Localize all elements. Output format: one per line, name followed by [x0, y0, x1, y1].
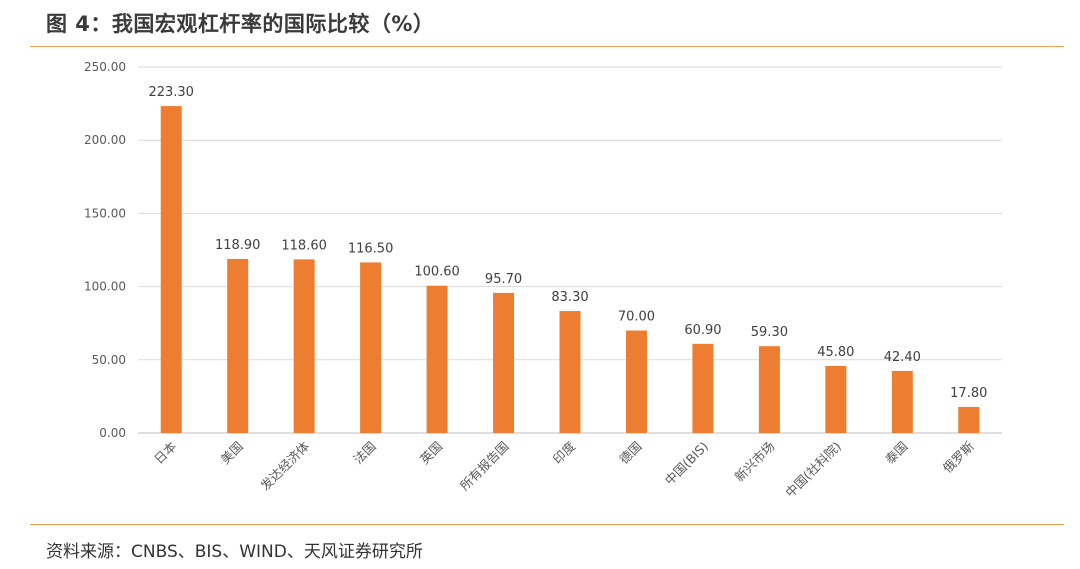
source-note: 资料来源：CNBS、BIS、WIND、天风证券研究所 [46, 542, 423, 562]
data-label: 42.40 [884, 350, 921, 365]
data-label: 95.70 [485, 272, 522, 287]
data-label: 59.30 [751, 325, 788, 340]
x-tick-label: 德国 [616, 439, 644, 467]
bar [825, 365, 847, 433]
bar [559, 311, 581, 433]
data-label: 118.90 [215, 238, 261, 253]
bar [625, 330, 647, 433]
data-label: 17.80 [950, 386, 987, 401]
x-tick-label: 中国(社科院) [782, 439, 844, 501]
x-tick-label: 日本 [151, 438, 180, 467]
bar [426, 285, 448, 433]
bar [958, 406, 980, 433]
bar [493, 292, 515, 433]
x-tick-label: 法国 [350, 439, 378, 467]
bar [692, 343, 714, 433]
footer-divider [30, 524, 1064, 525]
y-tick-label: 200.00 [84, 133, 126, 147]
bar [891, 370, 913, 433]
x-tick-label: 所有报告国 [457, 439, 512, 494]
x-tick-label: 发达经济体 [257, 438, 312, 493]
header-divider [30, 46, 1064, 47]
bar-chart: 0.00 50.00 100.00 150.00 200.00 250.00 223.30 日… [84, 60, 1002, 501]
y-tick-label: 0.00 [99, 426, 126, 440]
data-label: 60.90 [684, 323, 721, 338]
y-tick-label: 50.00 [92, 353, 126, 367]
x-tick-label: 印度 [550, 438, 579, 467]
x-tick-label: 新兴市场 [732, 439, 778, 485]
x-tick-label: 美国 [218, 439, 246, 467]
bar [360, 262, 382, 433]
y-tick-label: 100.00 [84, 280, 126, 294]
data-label: 223.30 [148, 85, 194, 100]
data-label: 70.00 [618, 310, 655, 325]
x-tick-label: 英国 [417, 439, 445, 467]
bar [758, 346, 780, 433]
x-tick-label: 俄罗斯 [940, 439, 977, 476]
y-tick-label: 250.00 [84, 60, 126, 74]
chart-title: 图 4：我国宏观杠杆率的国际比较（%） [46, 12, 435, 36]
y-tick-label: 150.00 [84, 206, 126, 220]
data-label: 83.30 [551, 290, 588, 305]
data-label: 100.60 [414, 265, 460, 280]
bar [160, 106, 182, 433]
data-label: 118.60 [281, 238, 327, 253]
data-label: 116.50 [348, 241, 394, 256]
data-label: 45.80 [817, 345, 854, 360]
bar [227, 258, 249, 433]
x-tick-label: 中国(BIS) [662, 439, 711, 488]
x-tick-label: 泰国 [882, 439, 910, 467]
bar [293, 259, 315, 433]
